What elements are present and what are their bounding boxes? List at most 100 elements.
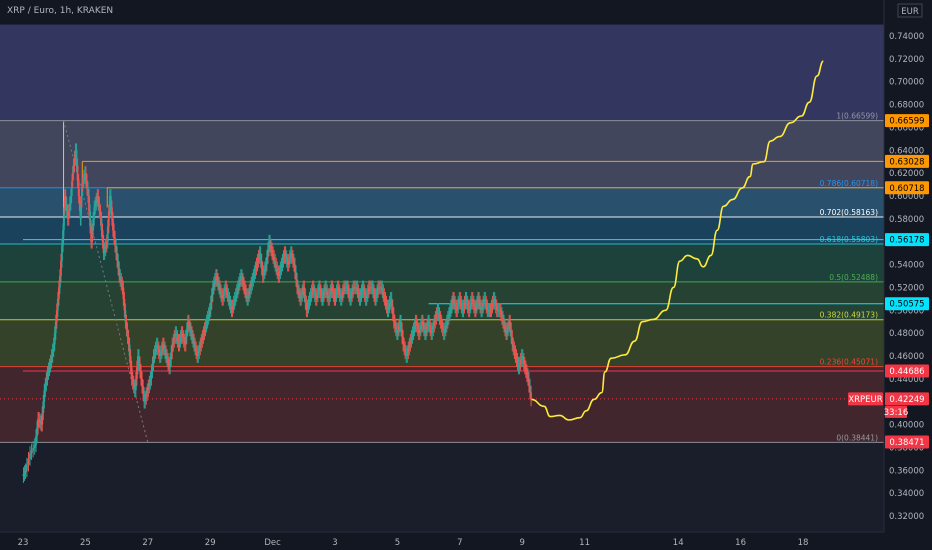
candle-body xyxy=(364,295,367,299)
candle-body xyxy=(29,453,31,459)
candle-body xyxy=(47,369,50,374)
candle-body xyxy=(319,287,321,292)
candle-body xyxy=(40,422,43,425)
candle-body xyxy=(70,188,73,196)
current-price-tag xyxy=(885,392,929,406)
candle-body xyxy=(478,298,480,303)
candle-body xyxy=(394,325,397,330)
projection-curve xyxy=(531,60,824,421)
candle-body xyxy=(332,291,335,296)
candle-body xyxy=(30,450,33,454)
candle-body xyxy=(51,350,54,356)
candle-body xyxy=(49,361,52,366)
candle-body xyxy=(161,344,164,349)
candle-body xyxy=(66,211,69,219)
candle-body xyxy=(127,336,130,345)
candle-body xyxy=(520,356,523,360)
candle-body xyxy=(265,256,268,265)
candle-body xyxy=(258,253,261,257)
candle-body xyxy=(495,306,498,311)
candle-body xyxy=(523,363,526,368)
candle-body xyxy=(267,249,269,257)
candle-body xyxy=(416,325,419,330)
candle-body xyxy=(202,333,205,337)
candle-body xyxy=(143,394,146,402)
x-tick-label: 3 xyxy=(332,538,337,548)
price-tag xyxy=(885,114,929,128)
candle-body xyxy=(124,310,127,322)
candle-body xyxy=(391,306,394,315)
candle-body xyxy=(243,283,245,288)
candle-body xyxy=(120,279,123,284)
candle-body xyxy=(486,306,489,311)
candle-body xyxy=(494,302,497,307)
y-tick-label: 0.34000 xyxy=(889,489,924,499)
candle-body xyxy=(385,302,388,307)
candle-body xyxy=(512,344,515,349)
candle-body xyxy=(213,279,216,284)
candle-body xyxy=(294,264,296,273)
candle-body xyxy=(297,287,299,292)
candle-body xyxy=(407,348,410,353)
candle-body xyxy=(100,218,103,231)
y-tick-label: 0.58000 xyxy=(889,215,924,225)
candle-body xyxy=(68,203,71,212)
candle-body xyxy=(283,253,286,257)
candle-body xyxy=(93,207,96,219)
x-tick-label: 7 xyxy=(457,538,462,548)
candle-body xyxy=(340,295,343,299)
candle-body xyxy=(487,310,490,312)
candle-body xyxy=(432,325,435,330)
candle-body xyxy=(380,287,383,289)
candle-body xyxy=(185,329,188,337)
candle-body xyxy=(261,268,264,276)
y-tick-label: 0.40000 xyxy=(889,421,924,431)
candle-body xyxy=(285,256,288,261)
candle-body xyxy=(227,295,230,299)
candle-body xyxy=(518,363,521,368)
candle-body xyxy=(248,291,251,296)
candle-body xyxy=(390,298,393,307)
horizontal-lines xyxy=(0,120,884,443)
candle-body xyxy=(218,283,220,288)
candle-body xyxy=(268,241,270,250)
candle-body xyxy=(400,321,402,330)
candle-body xyxy=(505,329,507,334)
candle-body xyxy=(98,203,101,212)
candle-body xyxy=(94,203,97,208)
candle-body xyxy=(67,211,70,219)
candle-body xyxy=(311,287,314,292)
candle-body xyxy=(456,306,459,311)
candle-body xyxy=(216,276,218,280)
candle-body xyxy=(150,371,153,379)
candle-body xyxy=(91,230,94,242)
candle-body xyxy=(92,218,95,231)
x-tick-label: 25 xyxy=(80,538,91,548)
candle-body xyxy=(183,340,186,345)
candle-body xyxy=(52,344,55,351)
candle-body xyxy=(468,306,471,311)
candle-body xyxy=(457,302,460,307)
candle-body xyxy=(329,291,332,296)
candle-body xyxy=(246,295,249,299)
candle-body xyxy=(166,356,168,360)
candle-body xyxy=(145,394,148,398)
candle-body xyxy=(184,336,187,345)
candle-body xyxy=(131,378,134,383)
y-tick-label: 0.60000 xyxy=(889,192,924,202)
candle-body xyxy=(369,287,372,289)
candle-body xyxy=(118,268,121,276)
candle-body xyxy=(387,306,390,311)
candle-body xyxy=(454,302,457,307)
candle-body xyxy=(280,264,283,269)
candle-body xyxy=(122,287,125,299)
candle-body xyxy=(263,268,266,273)
candle-body xyxy=(97,196,100,204)
candle-body xyxy=(431,329,434,334)
candle-body xyxy=(331,287,334,292)
x-tick-label: 5 xyxy=(395,538,400,548)
candle-body xyxy=(373,291,375,296)
candle-body xyxy=(148,382,151,387)
fib-label: 0.236(0.45071) xyxy=(820,358,878,367)
candle-body xyxy=(186,321,189,330)
